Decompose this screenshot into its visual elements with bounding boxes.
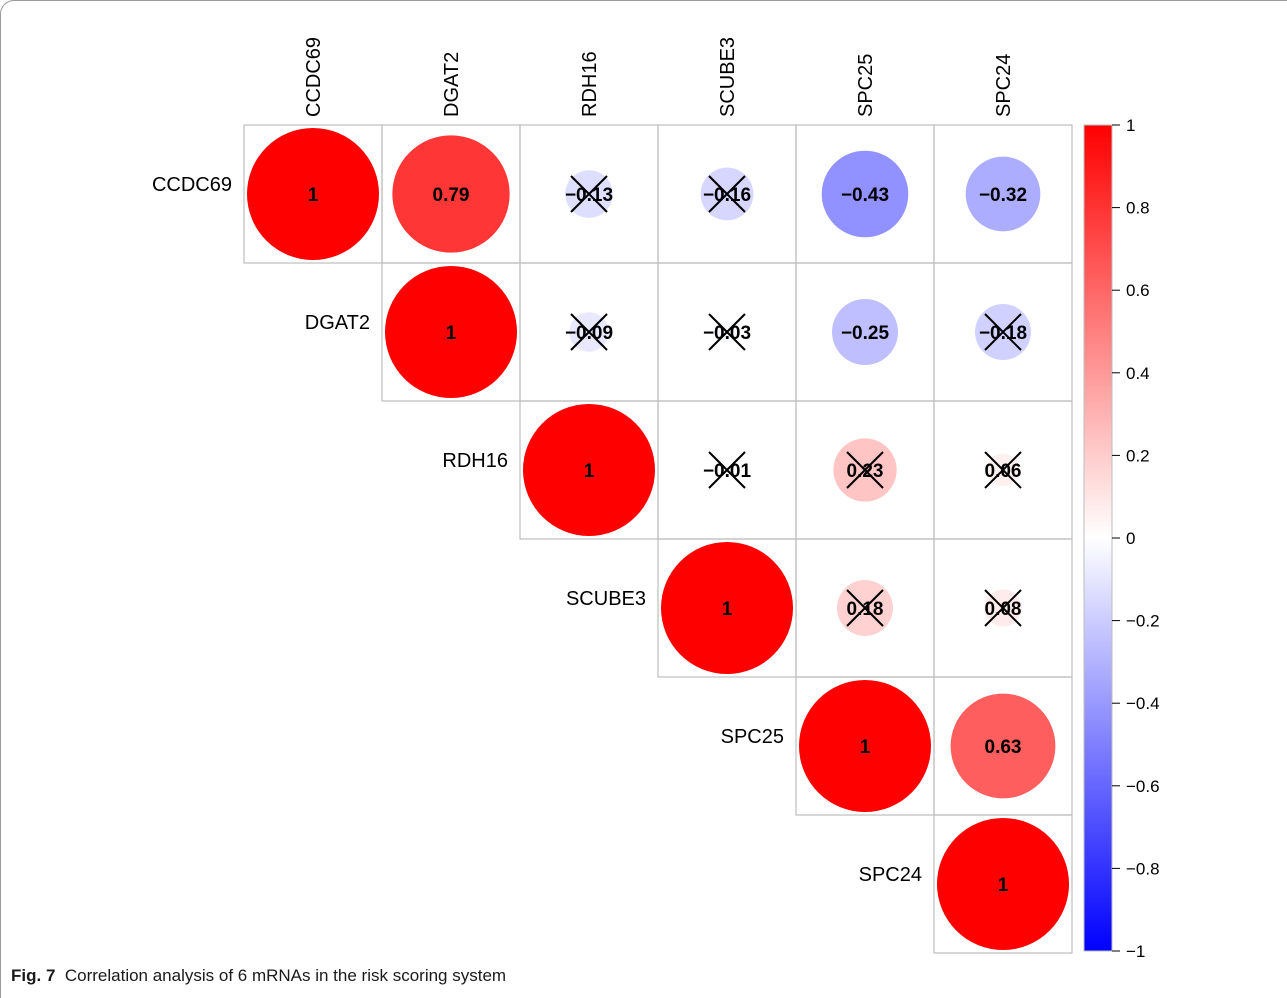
figure-number: Fig. 7 <box>11 966 56 985</box>
correlation-value-label: 1 <box>860 737 871 758</box>
colorbar-tick-label: −0.8 <box>1126 859 1160 878</box>
correlation-value-label: −0.25 <box>841 323 890 344</box>
correlation-value-label: −0.13 <box>565 185 613 206</box>
correlation-value-label: 1 <box>998 875 1009 896</box>
insignificant-cross-icon <box>984 313 1022 351</box>
correlation-value-label: −0.03 <box>703 323 751 344</box>
correlation-value-label: −0.18 <box>979 323 1027 344</box>
row-label-rdh16: RDH16 <box>442 450 508 472</box>
correlation-circle <box>523 404 655 536</box>
insignificant-cross-icon <box>846 589 884 627</box>
correlation-value-label: 0.08 <box>985 599 1022 620</box>
correlation-value-label: −0.32 <box>979 185 1027 206</box>
colorbar-tick-label: 0.6 <box>1126 281 1150 300</box>
correlation-value-label: 1 <box>446 323 457 344</box>
colorbar-tick-label: 0.2 <box>1126 446 1150 465</box>
column-label-rdh16: RDH16 <box>579 51 601 117</box>
column-label-spc25: SPC25 <box>855 54 877 117</box>
correlation-circle <box>965 156 1041 232</box>
correlation-circle <box>392 135 510 253</box>
colorbar-tick-label: 1 <box>1126 116 1135 135</box>
correlation-value-label: 0.63 <box>985 737 1022 758</box>
column-label-dgat2: DGAT2 <box>441 52 463 117</box>
correlation-value-label: 0.06 <box>985 461 1022 482</box>
correlation-value-label: 0.18 <box>847 599 884 620</box>
matrix-cell <box>933 814 1073 954</box>
insignificant-cross-icon <box>570 313 608 351</box>
insignificant-cross-icon <box>570 175 608 213</box>
column-label-scube3: SCUBE3 <box>717 37 739 117</box>
correlation-value-label: 1 <box>722 599 733 620</box>
colorbar-tick-label: 0 <box>1126 529 1135 548</box>
insignificant-cross-icon <box>708 175 746 213</box>
column-label-spc24: SPC24 <box>993 54 1015 117</box>
column-label-ccdc69: CCDC69 <box>303 37 325 117</box>
colorbar-tick-label: −0.2 <box>1126 612 1160 631</box>
insignificant-cross-icon <box>708 451 746 489</box>
correlation-value-label: −0.43 <box>841 185 889 206</box>
correlation-circle <box>799 680 931 812</box>
row-label-spc24: SPC24 <box>859 864 922 886</box>
correlation-circle <box>832 299 898 365</box>
colorbar-tick-label: 0.4 <box>1126 364 1150 383</box>
colorbar-tick-label: −0.4 <box>1126 694 1160 713</box>
caption-text: Correlation analysis of 6 mRNAs in the r… <box>64 966 507 985</box>
correlation-circle <box>385 266 517 398</box>
row-label-scube3: SCUBE3 <box>566 588 646 610</box>
correlation-circle <box>950 693 1056 799</box>
colorbar-tick-label: −1 <box>1126 942 1145 961</box>
colorbar-tick-label: 0.8 <box>1126 199 1150 218</box>
correlation-circle <box>937 818 1069 950</box>
row-label-ccdc69: CCDC69 <box>152 174 232 196</box>
insignificant-cross-icon <box>846 451 884 489</box>
colorbar <box>1083 124 1113 952</box>
correlation-circle <box>247 128 379 260</box>
correlation-value-label: 1 <box>308 185 319 206</box>
row-label-dgat2: DGAT2 <box>305 312 370 334</box>
colorbar-tick-label: −0.6 <box>1126 777 1160 796</box>
insignificant-cross-icon <box>984 589 1022 627</box>
correlation-value-label: 0.79 <box>433 185 470 206</box>
correlation-value-label: 0.23 <box>847 461 884 482</box>
insignificant-cross-icon <box>708 313 746 351</box>
correlation-value-label: −0.16 <box>703 185 751 206</box>
correlation-value-label: −0.09 <box>565 323 613 344</box>
correlation-circle <box>821 150 909 238</box>
correlation-value-label: 1 <box>584 461 595 482</box>
insignificant-cross-icon <box>984 451 1022 489</box>
figure-caption: Fig. 7 Correlation analysis of 6 mRNAs i… <box>11 966 506 986</box>
correlation-circle <box>661 542 793 674</box>
row-label-spc25: SPC25 <box>721 726 784 748</box>
